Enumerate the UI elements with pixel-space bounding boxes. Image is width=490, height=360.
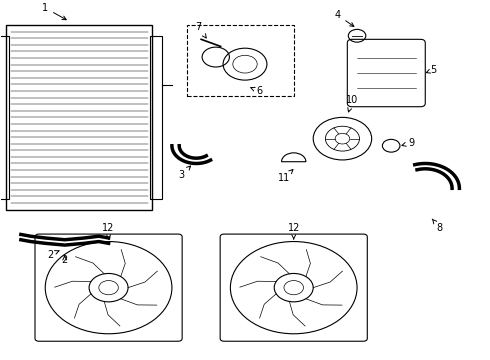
Text: 12: 12 bbox=[288, 223, 300, 239]
Bar bbox=[187, 25, 294, 96]
Text: 11: 11 bbox=[278, 170, 293, 183]
Text: 3: 3 bbox=[178, 166, 191, 180]
Bar bbox=[150, 36, 162, 199]
Text: 5: 5 bbox=[426, 65, 437, 75]
Text: 4: 4 bbox=[335, 10, 354, 27]
Text: 1: 1 bbox=[42, 3, 66, 20]
Text: 12: 12 bbox=[102, 223, 115, 239]
Text: 8: 8 bbox=[432, 219, 443, 233]
Text: 2: 2 bbox=[62, 255, 68, 265]
Bar bbox=[6, 25, 152, 210]
Bar bbox=[0, 36, 9, 199]
Text: 7: 7 bbox=[196, 22, 206, 38]
Text: 2: 2 bbox=[47, 249, 59, 260]
Text: 9: 9 bbox=[402, 138, 415, 148]
Text: 6: 6 bbox=[251, 86, 263, 96]
Text: 10: 10 bbox=[346, 95, 358, 112]
